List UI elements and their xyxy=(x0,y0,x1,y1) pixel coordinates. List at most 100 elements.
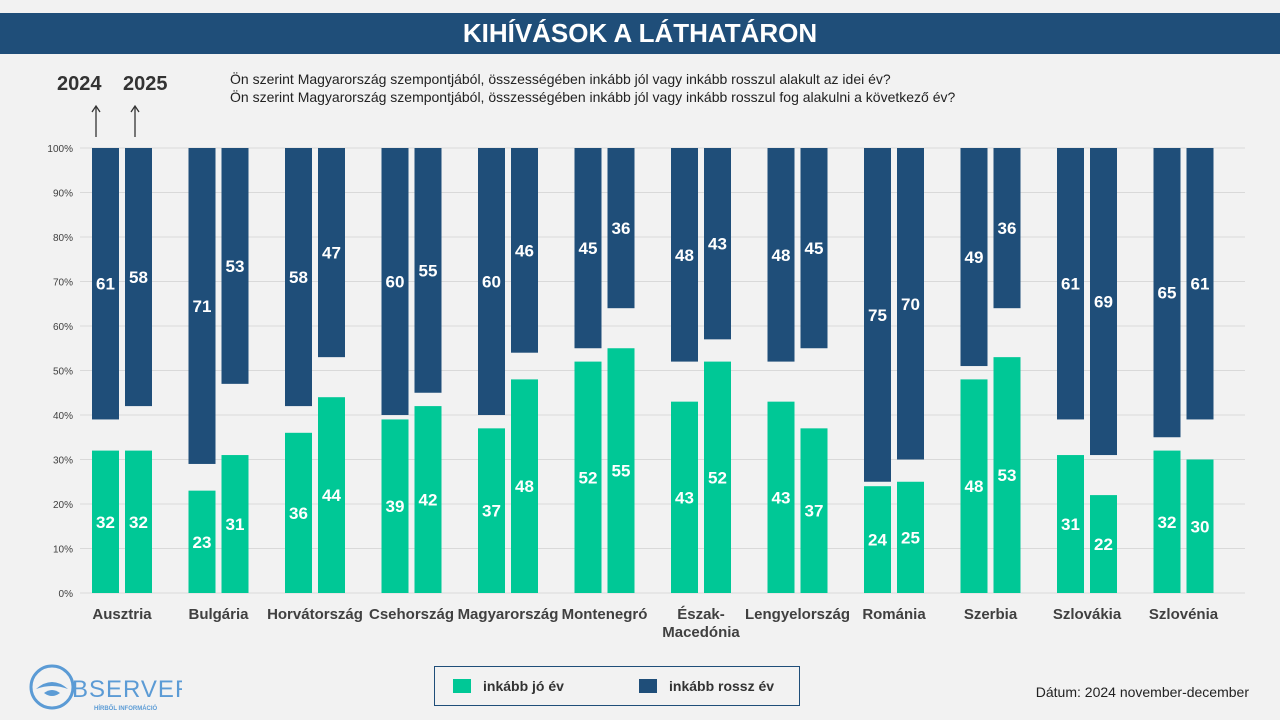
data-label-good: 52 xyxy=(579,468,598,487)
category-label: Szlovénia xyxy=(1149,606,1219,623)
data-label-good: 53 xyxy=(998,466,1017,485)
y-tick-label: 70% xyxy=(53,278,73,289)
y-tick-label: 20% xyxy=(53,500,73,511)
bar-good xyxy=(1090,495,1117,593)
data-label-good: 42 xyxy=(419,491,438,510)
up-arrow-icon xyxy=(91,104,101,137)
bar-good xyxy=(671,401,698,593)
bar-good xyxy=(381,419,409,593)
y-tick-label: 80% xyxy=(53,233,73,244)
category-label: Észak- xyxy=(677,606,725,623)
bar-good xyxy=(574,361,602,593)
bar-good xyxy=(704,361,731,593)
legend-label-good: inkább jó év xyxy=(483,678,564,694)
data-label-bad: 46 xyxy=(515,241,534,260)
category-label: Lengyelország xyxy=(745,606,850,623)
bar-good xyxy=(960,379,988,593)
bar-good xyxy=(188,490,216,593)
bar-bad xyxy=(511,148,538,353)
question-2024: Ön szerint Magyarország szempontjából, ö… xyxy=(230,71,891,87)
data-label-bad: 75 xyxy=(868,306,887,325)
category-label: Bulgária xyxy=(188,606,249,623)
bar-bad xyxy=(125,148,152,407)
up-arrow-icon xyxy=(130,104,140,137)
observer-logo-mark: BSERVER HÍRBŐL INFORMÁCIÓ xyxy=(29,664,192,712)
bar-bad xyxy=(897,148,924,460)
bar-bad xyxy=(607,148,635,309)
data-label-good: 48 xyxy=(965,477,984,496)
data-label-bad: 65 xyxy=(1158,284,1177,303)
data-label-bad: 55 xyxy=(419,261,438,280)
bar-bad xyxy=(864,148,891,482)
bar-good xyxy=(864,486,891,593)
bar-good xyxy=(318,397,345,593)
question-2025: Ön szerint Magyarország szempontjából, ö… xyxy=(230,89,956,105)
bar-chart: 0% 10% 20% 30% 40% 50% 60% 70% 80% 90% 100% 32 61 32 5… xyxy=(47,144,1245,641)
category-label: Magyarország xyxy=(458,606,559,623)
bar-good xyxy=(767,401,795,593)
data-label-good: 25 xyxy=(901,528,920,547)
bar-bad xyxy=(767,148,795,362)
bar-good xyxy=(607,348,635,593)
bar-bad xyxy=(381,148,409,415)
svg-text:BSERVER: BSERVER xyxy=(72,676,182,703)
legend-label-bad: inkább rossz év xyxy=(669,678,775,694)
y-tick-label: 90% xyxy=(53,189,73,200)
y-tick-label: 60% xyxy=(53,322,73,333)
data-label-good: 55 xyxy=(612,462,631,481)
title-bar: KIHÍVÁSOK A LÁTHATÁRON xyxy=(0,13,1280,54)
data-label-bad: 60 xyxy=(386,273,405,292)
bar-bad xyxy=(1153,148,1181,438)
bar-bad xyxy=(414,148,442,393)
data-label-good: 39 xyxy=(386,497,405,516)
bar-bad xyxy=(478,148,505,415)
data-label-good: 32 xyxy=(1158,513,1177,532)
y-tick-label: 100% xyxy=(47,144,73,155)
bar-bad xyxy=(1186,148,1214,420)
svg-text:HÍRBŐL INFORMÁCIÓ: HÍRBŐL INFORMÁCIÓ xyxy=(94,704,158,712)
bar-good xyxy=(285,432,312,593)
data-label-good: 48 xyxy=(515,477,534,496)
data-label-good: 32 xyxy=(129,513,148,532)
legend-swatch-good xyxy=(453,679,471,693)
bar-good xyxy=(993,357,1021,593)
data-label-good: 30 xyxy=(1191,517,1210,536)
data-label-bad: 61 xyxy=(1191,275,1210,294)
data-label-bad: 71 xyxy=(193,297,212,316)
data-label-good: 37 xyxy=(482,502,501,521)
bar-good xyxy=(221,455,249,593)
bar-good xyxy=(478,428,505,593)
bar-bad xyxy=(188,148,216,464)
legend: inkább jó év inkább rossz év xyxy=(434,666,800,706)
data-label-bad: 61 xyxy=(96,275,115,294)
data-label-bad: 49 xyxy=(965,248,984,267)
date-note: Dátum: 2024 november-december xyxy=(1035,684,1249,700)
bar-bad xyxy=(318,148,345,358)
data-label-bad: 58 xyxy=(289,268,308,287)
bar-good xyxy=(92,450,119,593)
data-label-good: 31 xyxy=(226,515,245,534)
data-label-bad: 45 xyxy=(805,239,824,258)
category-label: Csehország xyxy=(369,606,454,623)
legend-swatch-bad xyxy=(639,679,657,693)
bar-bad xyxy=(960,148,988,367)
y-tick-label: 30% xyxy=(53,456,73,467)
bar-bad xyxy=(704,148,731,340)
bar-bad xyxy=(1057,148,1084,420)
category-label: Románia xyxy=(862,606,926,623)
bar-bad xyxy=(285,148,312,407)
data-label-bad: 48 xyxy=(772,246,791,265)
data-label-bad: 47 xyxy=(322,244,341,263)
bar-good xyxy=(1153,450,1181,593)
y-tick-label: 40% xyxy=(53,411,73,422)
data-label-bad: 43 xyxy=(708,235,727,254)
bar-bad xyxy=(92,148,119,420)
category-label: Szlovákia xyxy=(1053,606,1122,623)
bar-bad xyxy=(1090,148,1117,456)
data-label-bad: 61 xyxy=(1061,275,1080,294)
data-label-bad: 69 xyxy=(1094,293,1113,312)
data-label-bad: 36 xyxy=(998,219,1017,238)
data-label-bad: 45 xyxy=(579,239,598,258)
bar-bad xyxy=(221,148,249,384)
data-label-bad: 48 xyxy=(675,246,694,265)
